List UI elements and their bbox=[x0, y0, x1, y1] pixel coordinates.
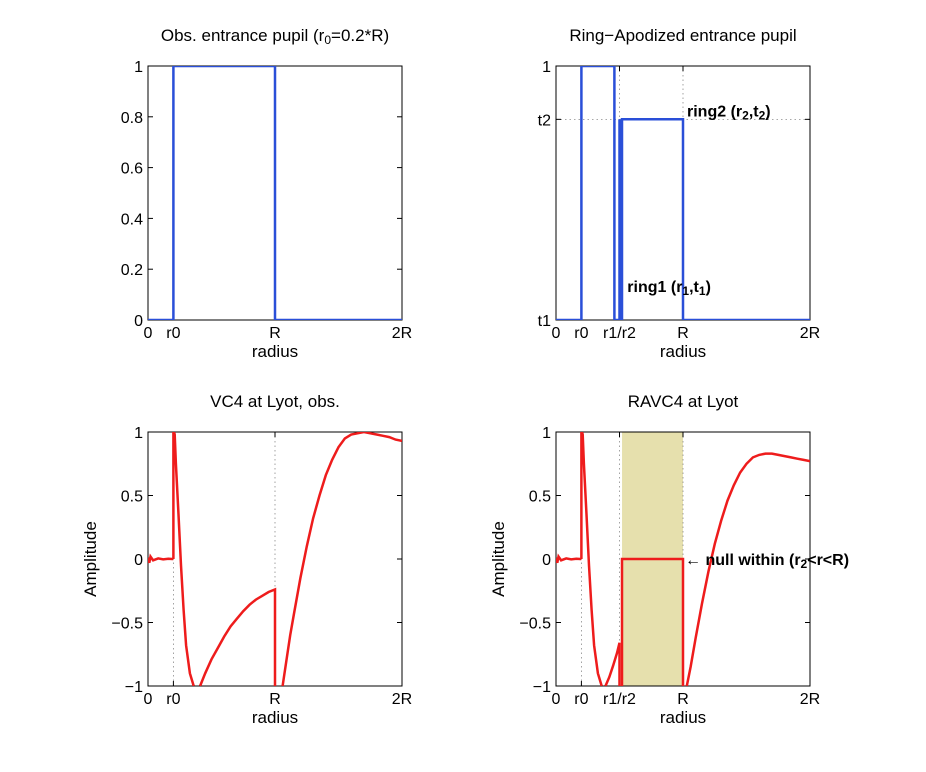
x-tick-label: r1/r2 bbox=[603, 691, 636, 708]
text-part: RAVC4 at Lyot bbox=[628, 392, 739, 411]
y-tick-label: 0 bbox=[134, 552, 143, 569]
y-tick-label: 1 bbox=[134, 425, 143, 442]
y-axis-label: Amplitude bbox=[81, 521, 100, 597]
y-tick-label: −1 bbox=[125, 679, 143, 696]
y-tick-label: −0.5 bbox=[519, 616, 551, 633]
y-tick-label: 1 bbox=[542, 425, 551, 442]
x-axis-label: radius bbox=[252, 708, 298, 727]
x-tick-label: 2R bbox=[800, 691, 820, 708]
x-tick-label: 2R bbox=[800, 325, 820, 342]
chart-panel-1: 0 r0 R 2R 0 0.2 0.4 0.6 0.8 1 Obs. entrance pupil … bbox=[121, 26, 412, 361]
y-tick-label: 0.2 bbox=[121, 262, 143, 279]
series-line-3 bbox=[198, 587, 277, 686]
x-tick-label: 0 bbox=[144, 691, 153, 708]
series-line-1 bbox=[556, 553, 582, 564]
y-tick-label: 0.5 bbox=[121, 489, 143, 506]
text-part: <r<R) bbox=[807, 552, 849, 569]
text-part: ← null within (r bbox=[685, 552, 801, 569]
x-tick-label: 2R bbox=[392, 325, 412, 342]
text-part: ring2 (r bbox=[687, 103, 742, 120]
chart-title: Ring−Apodized entrance pupil bbox=[569, 26, 796, 45]
text-part: ,t bbox=[749, 103, 759, 120]
series-line-1 bbox=[148, 553, 174, 564]
x-tick-label: R bbox=[269, 325, 281, 342]
x-tick-label: R bbox=[677, 325, 689, 342]
chart-panel-4: 0 r0 r1/r2 R 2R −1 −0.5 0 0.5 1 RAVC4 at Lyot radiu… bbox=[489, 392, 849, 727]
y-tick-label: t2 bbox=[538, 112, 551, 129]
chart-panel-3: 0 r0 R 2R −1 −0.5 0 0.5 1 VC4 at Lyot, obs. radius… bbox=[81, 392, 412, 727]
y-tick-label: 1 bbox=[542, 59, 551, 76]
x-tick-label: r0 bbox=[166, 691, 180, 708]
subscript: 2 bbox=[801, 557, 808, 571]
y-tick-label: −1 bbox=[533, 679, 551, 696]
subscript: 2 bbox=[759, 108, 766, 122]
text-part: =0.2*R) bbox=[331, 26, 389, 45]
x-tick-label: 0 bbox=[552, 325, 561, 342]
series-line-3 bbox=[604, 642, 621, 686]
y-tick-label: 0.5 bbox=[529, 489, 551, 506]
series-line-2 bbox=[580, 432, 603, 686]
y-tick-label: 0 bbox=[542, 552, 551, 569]
y-tick-label: 0.4 bbox=[121, 211, 143, 228]
series-line-2 bbox=[172, 432, 195, 686]
y-tick-label: −0.5 bbox=[111, 616, 143, 633]
text-part: VC4 at Lyot, obs. bbox=[210, 392, 340, 411]
y-tick-label: t1 bbox=[538, 313, 551, 330]
x-axis-label: radius bbox=[252, 342, 298, 361]
x-tick-label: r1/r2 bbox=[603, 325, 636, 342]
y-axis-label: Amplitude bbox=[489, 521, 508, 597]
y-tick-label: 0.8 bbox=[121, 110, 143, 127]
chart-title: VC4 at Lyot, obs. bbox=[210, 392, 340, 411]
series-line-5 bbox=[685, 452, 810, 686]
x-tick-label: 0 bbox=[144, 325, 153, 342]
annotation: ring1 (r1,t1) bbox=[627, 279, 711, 298]
x-tick-label: R bbox=[269, 691, 281, 708]
text-part: ) bbox=[765, 103, 770, 120]
chart-panel-2: 0 r0 r1/r2 R 2R t1 t2 1 Ring−Apodized entrance p… bbox=[538, 26, 821, 361]
y-tick-label: 0 bbox=[134, 313, 143, 330]
series-line-1 bbox=[556, 66, 810, 320]
series-line-4 bbox=[281, 432, 402, 686]
x-tick-label: R bbox=[677, 691, 689, 708]
subscript: 1 bbox=[699, 284, 706, 298]
chart-title: Obs. entrance pupil (r0=0.2*R) bbox=[161, 26, 389, 47]
x-tick-label: 0 bbox=[552, 691, 561, 708]
x-axis-label: radius bbox=[660, 708, 706, 727]
subscript: 2 bbox=[742, 108, 749, 122]
annotation: ring2 (r2,t2) bbox=[687, 103, 771, 122]
text-part: ) bbox=[706, 279, 711, 296]
text-part: Ring−Apodized entrance pupil bbox=[569, 26, 796, 45]
text-part: ,t bbox=[689, 279, 699, 296]
x-tick-label: r0 bbox=[574, 325, 588, 342]
text-part: ring1 (r bbox=[627, 279, 682, 296]
series-line-4 bbox=[620, 557, 685, 686]
annotation: ← null within (r2<r<R) bbox=[685, 552, 849, 571]
y-tick-label: 0.6 bbox=[121, 161, 143, 178]
y-tick-label: 1 bbox=[134, 59, 143, 76]
x-axis-label: radius bbox=[660, 342, 706, 361]
series-line-1 bbox=[148, 66, 402, 320]
chart-title: RAVC4 at Lyot bbox=[628, 392, 739, 411]
subscript: 1 bbox=[682, 284, 689, 298]
text-part: Obs. entrance pupil (r bbox=[161, 26, 325, 45]
x-tick-label: r0 bbox=[166, 325, 180, 342]
subscript: 0 bbox=[324, 33, 331, 47]
x-tick-label: 2R bbox=[392, 691, 412, 708]
x-tick-label: r0 bbox=[574, 691, 588, 708]
